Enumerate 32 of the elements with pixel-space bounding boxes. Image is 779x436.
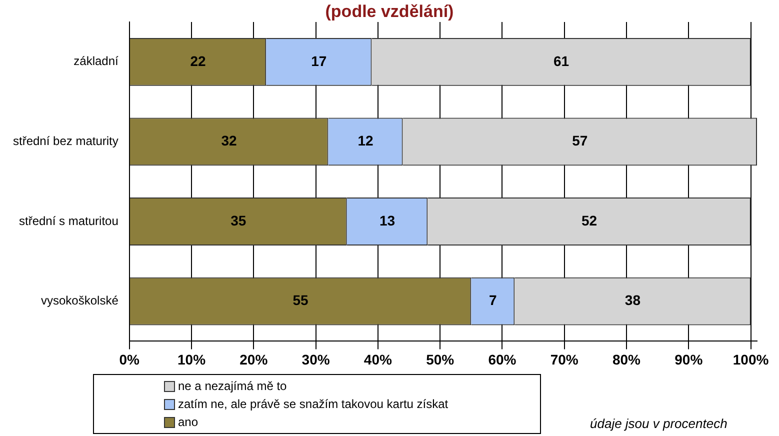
- y-tick-label: vysokoškolské: [41, 294, 119, 308]
- x-tick-label: 80%: [612, 351, 642, 368]
- y-tick-label: střední s maturitou: [19, 214, 118, 228]
- x-tick-label: 40%: [364, 351, 392, 368]
- x-tick-label: 30%: [302, 351, 330, 368]
- data-label: 38: [624, 292, 641, 308]
- y-tick-label: základní: [74, 54, 120, 68]
- data-label: 7: [489, 292, 497, 308]
- x-tick-label: 100%: [732, 351, 770, 368]
- x-tick-label: 90%: [674, 351, 704, 368]
- x-tick-label: 60%: [488, 351, 517, 368]
- legend-label: ne a nezajímá mě to: [178, 379, 287, 393]
- data-label: 35: [230, 212, 246, 228]
- x-tick-label: 0%: [119, 351, 140, 368]
- legend-label: ano: [178, 415, 198, 429]
- chart-title: (podle vzdělání): [324, 2, 455, 22]
- x-tick-label: 20%: [240, 351, 268, 368]
- x-tick-label: 10%: [178, 351, 206, 368]
- data-label: 13: [379, 212, 396, 228]
- y-tick-label: střední bez maturity: [13, 134, 118, 148]
- data-label: 32: [221, 132, 238, 149]
- x-tick-label: 70%: [550, 351, 579, 368]
- data-label: 12: [358, 132, 374, 149]
- x-tick-label: 50%: [426, 351, 455, 368]
- data-label: 22: [190, 52, 206, 69]
- legend-label: zatím ne, ale právě se snažím takovou kartu získat: [178, 397, 448, 411]
- data-label: 55: [292, 292, 309, 308]
- data-label: 52: [581, 212, 598, 228]
- data-label: 17: [311, 52, 327, 69]
- data-label: 57: [572, 132, 588, 149]
- text: údaje jsou v procentech: [590, 416, 728, 431]
- data-label: 61: [553, 52, 570, 69]
